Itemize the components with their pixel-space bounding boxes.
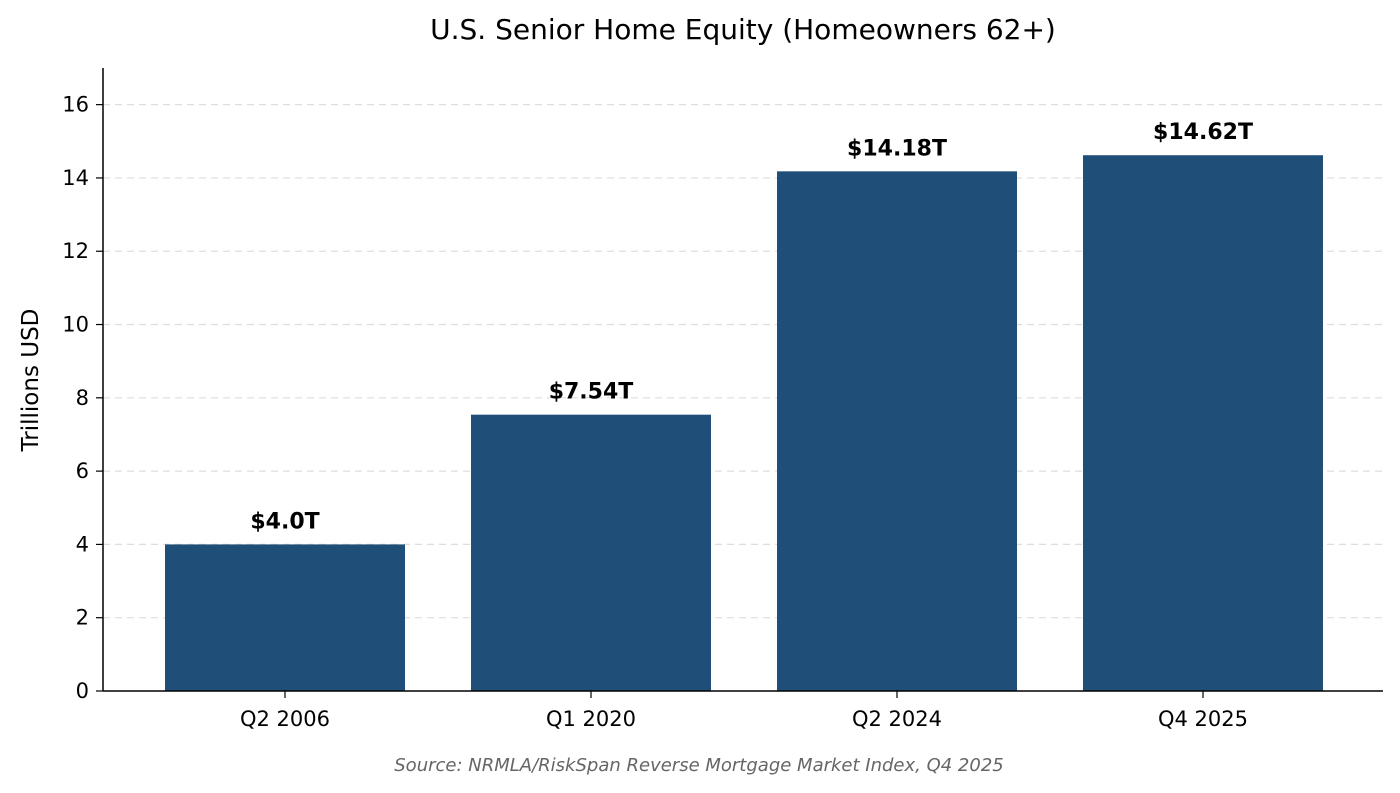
x-tick-label: Q2 2024 bbox=[852, 707, 942, 731]
bars bbox=[165, 155, 1323, 692]
bar bbox=[777, 171, 1017, 691]
bar bbox=[1083, 155, 1323, 692]
bar-value-label: $4.0T bbox=[250, 509, 319, 534]
value-labels: $4.0T $7.54T $14.18T $14.62T bbox=[250, 120, 1253, 534]
y-axis-ticks: 0 2 4 6 8 10 12 14 16 bbox=[62, 93, 103, 703]
y-tick-label: 8 bbox=[76, 386, 89, 410]
y-tick-label: 10 bbox=[62, 313, 89, 337]
x-tick-label: Q1 2020 bbox=[546, 707, 636, 731]
bar-value-label: $14.62T bbox=[1153, 120, 1253, 145]
y-tick-label: 4 bbox=[76, 532, 89, 556]
x-axis-ticks: Q2 2006 Q1 2020 Q2 2024 Q4 2025 bbox=[240, 691, 1248, 731]
y-tick-label: 14 bbox=[62, 166, 89, 190]
y-axis-label: Trillions USD bbox=[18, 309, 44, 453]
source-note: Source: NRMLA/RiskSpan Reverse Mortgage … bbox=[394, 755, 1004, 776]
y-tick-label: 0 bbox=[76, 679, 89, 703]
bar bbox=[165, 544, 405, 691]
y-tick-label: 6 bbox=[76, 459, 89, 483]
bar-value-label: $14.18T bbox=[847, 136, 947, 161]
bar-value-label: $7.54T bbox=[549, 380, 634, 405]
y-tick-label: 12 bbox=[62, 239, 89, 263]
x-tick-label: Q2 2006 bbox=[240, 707, 330, 731]
y-tick-label: 2 bbox=[76, 606, 89, 630]
y-tick-label: 16 bbox=[62, 93, 89, 117]
x-tick-label: Q4 2025 bbox=[1158, 707, 1248, 731]
gridlines bbox=[103, 104, 1383, 619]
chart-title: U.S. Senior Home Equity (Homeowners 62+) bbox=[430, 13, 1056, 46]
bar bbox=[471, 414, 711, 691]
